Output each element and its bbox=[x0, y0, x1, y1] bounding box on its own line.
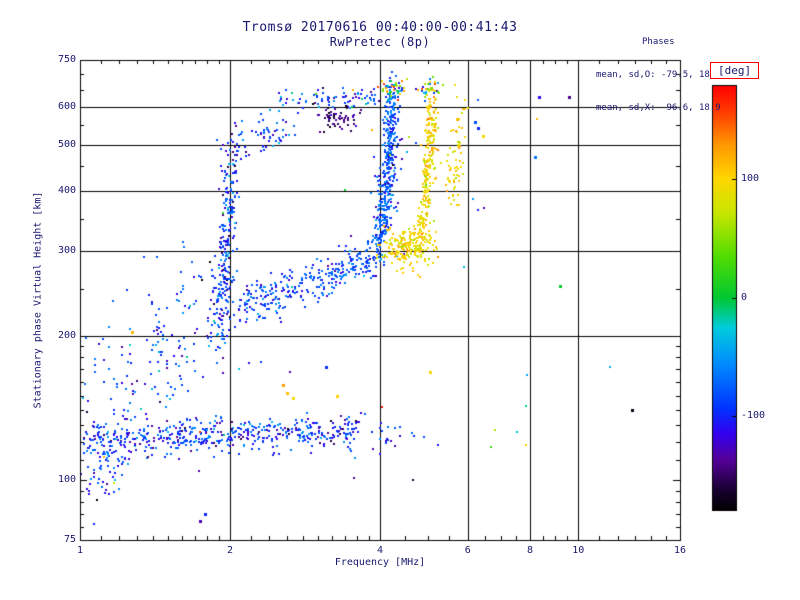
x-tick-label: 10 bbox=[572, 545, 585, 556]
y-tick-label: 500 bbox=[57, 138, 76, 150]
plot-subtitle: RwPretec (8p) bbox=[329, 35, 431, 49]
y-tick-label: 200 bbox=[57, 329, 76, 341]
phase-stats-block: Phases mean, sd,O: -79.5, 18.7 mean, sd,… bbox=[596, 15, 721, 136]
y-tick-label: 600 bbox=[57, 100, 76, 112]
phase-stats-x-mode: mean, sd,X: 96.6, 18.9 bbox=[596, 103, 721, 113]
y-tick-label: 100 bbox=[57, 474, 76, 486]
y-tick-label: 750 bbox=[57, 54, 76, 65]
plot-title: Tromsø 20170616 00:40:00-00:41:43 bbox=[242, 20, 518, 35]
phase-stats-title: Phases bbox=[642, 37, 675, 47]
colorbar-tick-label: 100 bbox=[741, 173, 760, 185]
y-tick-label: 75 bbox=[63, 534, 76, 545]
y-axis-label: Stationary phase Virtual Height [km] bbox=[32, 191, 44, 409]
colorbar-label: [deg] bbox=[710, 62, 760, 79]
y-tick-label: 400 bbox=[57, 185, 76, 197]
x-tick-label: 1 bbox=[76, 545, 84, 556]
x-tick-label: 2 bbox=[226, 545, 234, 556]
x-tick-label: 8 bbox=[526, 545, 534, 556]
colorbar-tick-label: 0 bbox=[741, 291, 748, 303]
y-tick-label: 300 bbox=[57, 245, 76, 256]
x-axis-label: Frequency [MHz] bbox=[334, 557, 426, 568]
x-tick-label: 6 bbox=[464, 545, 471, 556]
phase-stats-o-mode: mean, sd,O: -79.5, 18.7 bbox=[596, 70, 721, 80]
x-tick-label: 16 bbox=[673, 545, 687, 556]
colorbar-tick-label: -100 bbox=[741, 409, 766, 421]
x-tick-label: 4 bbox=[376, 545, 384, 556]
